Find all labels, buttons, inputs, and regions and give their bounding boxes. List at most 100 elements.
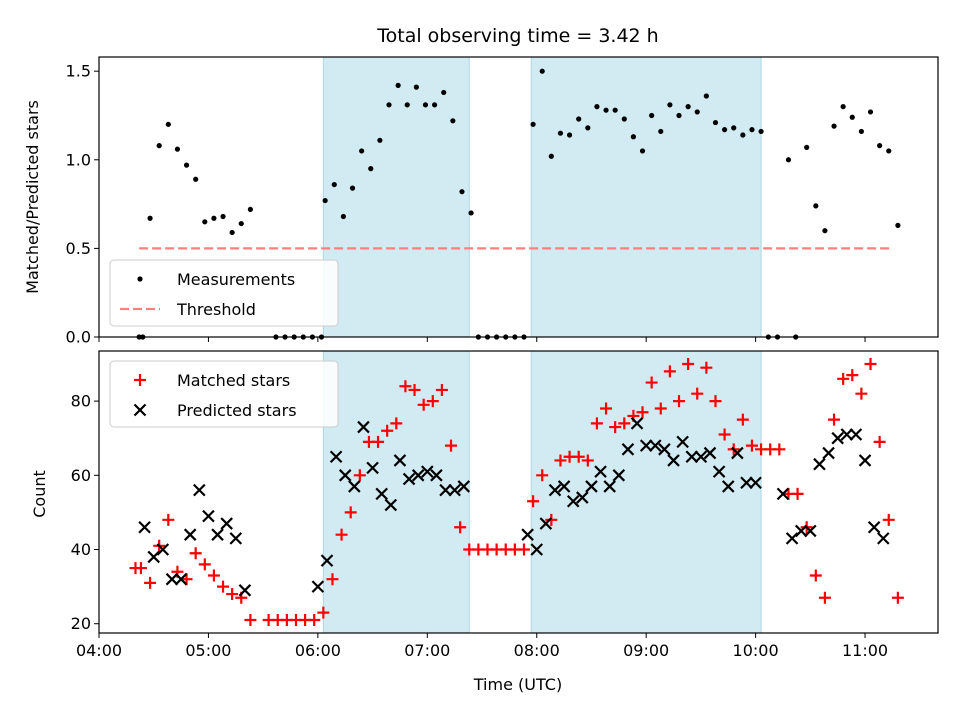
data-point [685,450,699,464]
data-point [630,134,637,140]
plot-frame [98,350,939,634]
data-point [809,569,822,582]
data-point [545,513,558,526]
data-point [226,588,239,601]
data-point [156,543,170,556]
data-point [572,450,585,463]
data-point [676,112,682,119]
data-point [804,144,810,150]
legend: Matched stars Predicted stars [109,360,339,428]
data-point [831,431,844,445]
data-point [594,465,607,478]
data-point [703,93,709,99]
data-point [536,469,549,482]
data-point [539,68,545,74]
data-point [421,465,434,478]
data-point [712,465,726,478]
data-point [384,498,398,512]
data-point [886,148,892,154]
data-point [600,402,613,415]
data-point [721,480,735,493]
series-0 [129,357,904,627]
data-point [220,517,233,530]
data-point [238,584,252,597]
data-point [667,454,680,467]
data-point [353,469,366,482]
data-point [612,469,626,482]
data-point [468,210,474,216]
data-point [895,222,901,228]
data-point [183,528,197,541]
shaded-interval [530,56,762,338]
data-point [202,219,208,225]
data-point [831,123,837,129]
data-point [413,84,419,90]
x-tick-label: 07:00 [404,641,450,660]
data-point [521,528,534,541]
data-point [432,102,438,108]
data-point [430,469,443,482]
shaded-interval [322,56,470,338]
data-point [849,114,855,120]
series-0 [136,68,901,340]
data-point [381,424,394,437]
data-point [320,554,334,567]
data-point [718,428,731,441]
y-tick-label: 1.5 [66,62,91,81]
plot-frame [98,56,939,338]
x-tick-label: 09:00 [623,641,669,660]
data-point [366,461,379,475]
y-tick-label: 1.0 [66,150,91,169]
x-tick-label: 08:00 [514,641,560,660]
data-point [527,495,540,508]
data-point [712,119,719,126]
data-point [390,417,403,430]
top-ylabel: Matched/Predicted stars [23,100,42,294]
data-point [703,446,717,460]
legend-label: Matched stars [177,371,290,390]
bottom-panel: 20 40 60 80 04:00 05:00 06:00 07:00 08:00 09:00 10… [71,350,939,660]
data-point [822,446,835,460]
data-point [548,153,554,159]
data-point [813,203,819,209]
data-point [804,524,817,538]
data-point [408,383,421,396]
data-point [855,387,868,400]
legend-box [109,259,339,327]
data-point [639,148,646,154]
chart-title: Total observing time = 3.42 h [376,25,658,47]
data-point [340,213,347,220]
data-point [630,417,644,430]
data-point [459,189,465,195]
data-point [348,480,361,493]
data-point [349,185,356,191]
data-point [682,357,695,370]
data-point [331,181,337,188]
data-point [189,547,202,560]
data-point [229,229,235,236]
data-point [557,480,571,493]
data-point [357,420,370,434]
data-point [439,483,452,497]
bottom-xlabel: Time (UTC) [473,675,562,694]
data-point [539,517,553,530]
data-point [849,428,863,441]
x-tick-label: 10:00 [733,641,779,660]
data-point [338,469,352,482]
data-point [450,118,456,124]
data-point [329,450,343,464]
data-point [794,524,808,538]
data-point [244,614,257,627]
data-point [612,107,618,113]
data-point [581,454,594,467]
data-point [368,166,374,172]
data-point [837,372,850,385]
data-point [603,107,609,113]
data-point [395,82,401,88]
data-point [882,513,895,526]
data-point [344,506,357,519]
top-panel: 0.0 0.5 1.0 1.5 Measurements Threshold [66,56,939,347]
y-tick-label: 0.0 [66,328,91,347]
data-point [791,487,804,500]
data-point [740,132,746,138]
